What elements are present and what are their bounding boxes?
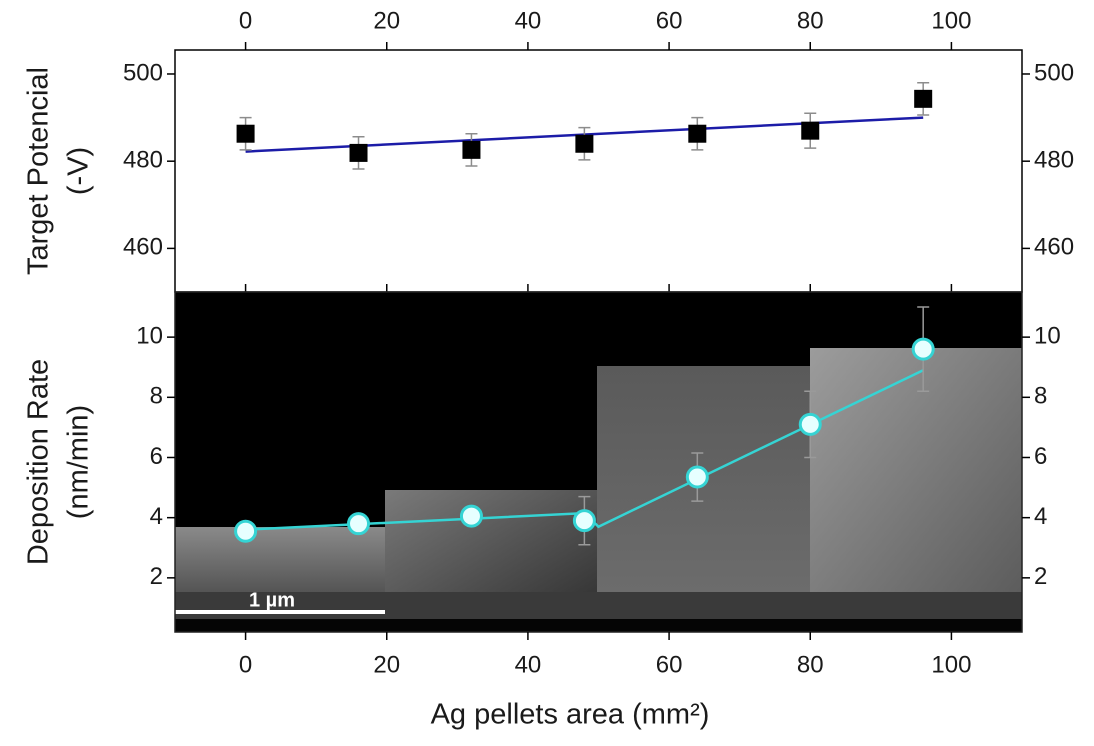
marker	[685, 465, 709, 489]
x-tick-label: 60	[656, 651, 683, 678]
y2-tick-label: 8	[1034, 383, 1047, 410]
x-tick-label: 0	[239, 7, 252, 34]
y2-tick-label: 480	[1034, 147, 1074, 174]
y-axis-label: Target Potencial	[23, 67, 55, 275]
scale-bar-label: 1 µm	[249, 589, 295, 611]
y-tick-label: 8	[150, 383, 163, 410]
plot-frame	[174, 49, 1023, 293]
marker	[349, 143, 368, 162]
y2-tick-label: 4	[1034, 503, 1047, 530]
marker	[459, 504, 483, 528]
plot-frame	[174, 291, 1023, 633]
y-tick-label: 2	[150, 563, 163, 590]
x-axis-label: Ag pellets area (mm²)	[431, 699, 710, 731]
marker	[914, 89, 933, 108]
x-tick-label: 20	[373, 651, 400, 678]
y-tick-label: 480	[123, 147, 163, 174]
y-tick-label: 6	[150, 443, 163, 470]
x-tick-label: 100	[931, 7, 971, 34]
x-tick-label: 80	[797, 7, 824, 34]
x-tick-label: 60	[656, 7, 683, 34]
marker	[572, 509, 596, 533]
marker	[575, 134, 594, 153]
x-tick-label: 0	[239, 651, 252, 678]
marker	[234, 519, 258, 543]
marker	[347, 512, 371, 536]
y-axis-label: (-V)	[63, 147, 95, 195]
sem-background	[175, 292, 1022, 632]
y-tick-label: 460	[123, 234, 163, 261]
y-tick-label: 4	[150, 503, 163, 530]
x-tick-label: 40	[515, 7, 542, 34]
y2-tick-label: 500	[1034, 59, 1074, 86]
y-axis-label: (nm/min)	[63, 405, 95, 519]
marker	[801, 121, 820, 140]
y-tick-label: 10	[136, 322, 163, 349]
y2-tick-label: 10	[1034, 322, 1061, 349]
marker	[911, 337, 935, 361]
y-tick-label: 500	[123, 59, 163, 86]
x-tick-label: 20	[373, 7, 400, 34]
marker	[236, 124, 255, 143]
y-axis-label: Deposition Rate	[23, 359, 55, 565]
marker	[462, 140, 481, 159]
y2-tick-label: 6	[1034, 443, 1047, 470]
y2-tick-label: 2	[1034, 563, 1047, 590]
y2-tick-label: 460	[1034, 234, 1074, 261]
x-tick-label: 40	[515, 651, 542, 678]
marker	[798, 412, 822, 436]
marker	[688, 124, 707, 143]
x-tick-label: 80	[797, 651, 824, 678]
x-tick-label: 100	[931, 651, 971, 678]
